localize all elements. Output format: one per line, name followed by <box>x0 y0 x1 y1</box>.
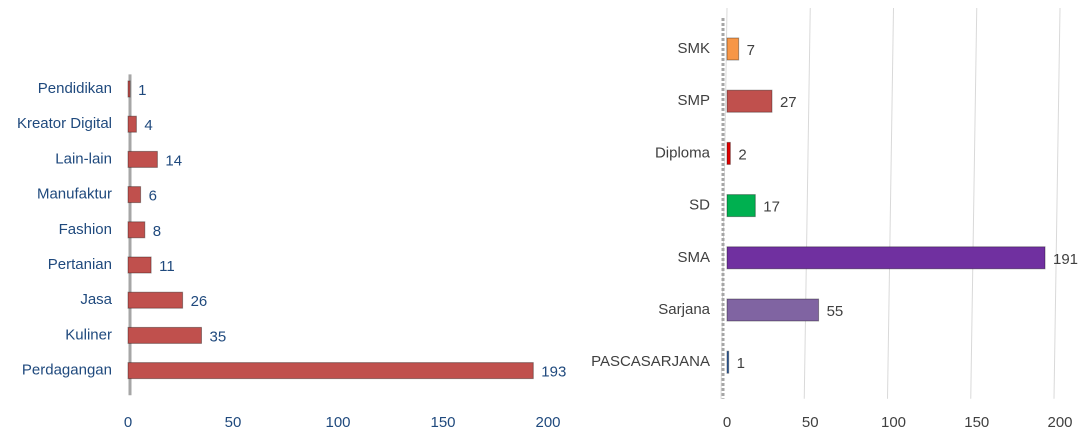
bar <box>127 150 158 168</box>
value-label: 2 <box>738 146 746 163</box>
x-tick-label: 50 <box>802 414 819 430</box>
x-tick-label: 0 <box>723 414 731 430</box>
x-tick-label: 50 <box>225 414 242 430</box>
y-tick-label: Fashion <box>59 221 112 238</box>
value-label: 6 <box>149 188 157 205</box>
y-tick-label: SMA <box>677 249 710 266</box>
bar <box>127 256 152 274</box>
value-label: 11 <box>159 258 175 275</box>
bar <box>726 194 756 218</box>
bar <box>726 350 730 374</box>
y-tick-label: Jasa <box>80 291 112 308</box>
value-label: 27 <box>780 94 797 111</box>
value-label: 14 <box>165 152 182 169</box>
grid-line <box>970 7 978 399</box>
y-tick-label: Pertanian <box>48 256 112 273</box>
x-tick-label: 200 <box>535 414 560 430</box>
value-label: 26 <box>191 293 208 310</box>
bar <box>127 291 184 309</box>
bar <box>726 89 773 113</box>
bar <box>726 141 731 165</box>
y-tick-label: Kuliner <box>65 326 112 343</box>
y-tick-label: SMP <box>677 92 710 109</box>
value-label: 7 <box>747 42 755 59</box>
right-chart: 0 50 100 150 200 SMK 7 SMP 27 Diploma 2 SD 17 SMA 191 S… <box>591 7 1078 430</box>
bar <box>726 298 820 322</box>
value-label: 55 <box>827 303 844 320</box>
bar <box>726 246 1046 270</box>
x-tick-label: 150 <box>964 414 989 430</box>
grid-line <box>887 7 894 399</box>
value-label: 191 <box>1053 251 1078 268</box>
value-label: 35 <box>210 328 227 345</box>
value-label: 17 <box>763 199 780 216</box>
bar <box>127 80 131 98</box>
bar <box>127 362 534 380</box>
bar <box>127 221 146 239</box>
y-tick-label: Pendidikan <box>38 80 112 97</box>
x-tick-label: 200 <box>1047 414 1072 430</box>
y-tick-label: Kreator Digital <box>17 115 112 132</box>
y-tick-label: SMK <box>677 40 710 57</box>
value-label: 8 <box>153 223 161 240</box>
bar <box>726 37 740 61</box>
bar <box>127 115 137 133</box>
x-tick-label: 100 <box>881 414 906 430</box>
y-tick-label: Sarjana <box>658 301 710 318</box>
y-tick-label: SD <box>689 197 710 214</box>
value-label: 193 <box>541 364 566 381</box>
value-label: 1 <box>737 355 745 372</box>
value-label: 1 <box>138 82 146 99</box>
x-tick-label: 150 <box>430 414 455 430</box>
value-label: 4 <box>144 117 152 134</box>
y-tick-label: PASCASARJANA <box>591 353 710 370</box>
x-tick-label: 100 <box>325 414 350 430</box>
y-tick-label: Manufaktur <box>37 186 112 203</box>
x-tick-label: 0 <box>124 414 132 430</box>
bar <box>127 326 202 344</box>
y-tick-label: Diploma <box>655 144 711 161</box>
grid-line <box>1053 7 1061 399</box>
bar <box>127 186 142 204</box>
left-chart: 0 50 100 150 200 Pendidikan 1 Kreator Digital 4 L… <box>17 74 566 430</box>
y-tick-label: Perdagangan <box>22 362 112 379</box>
grid-line <box>803 7 811 399</box>
y-tick-label: Lain-lain <box>55 150 112 167</box>
